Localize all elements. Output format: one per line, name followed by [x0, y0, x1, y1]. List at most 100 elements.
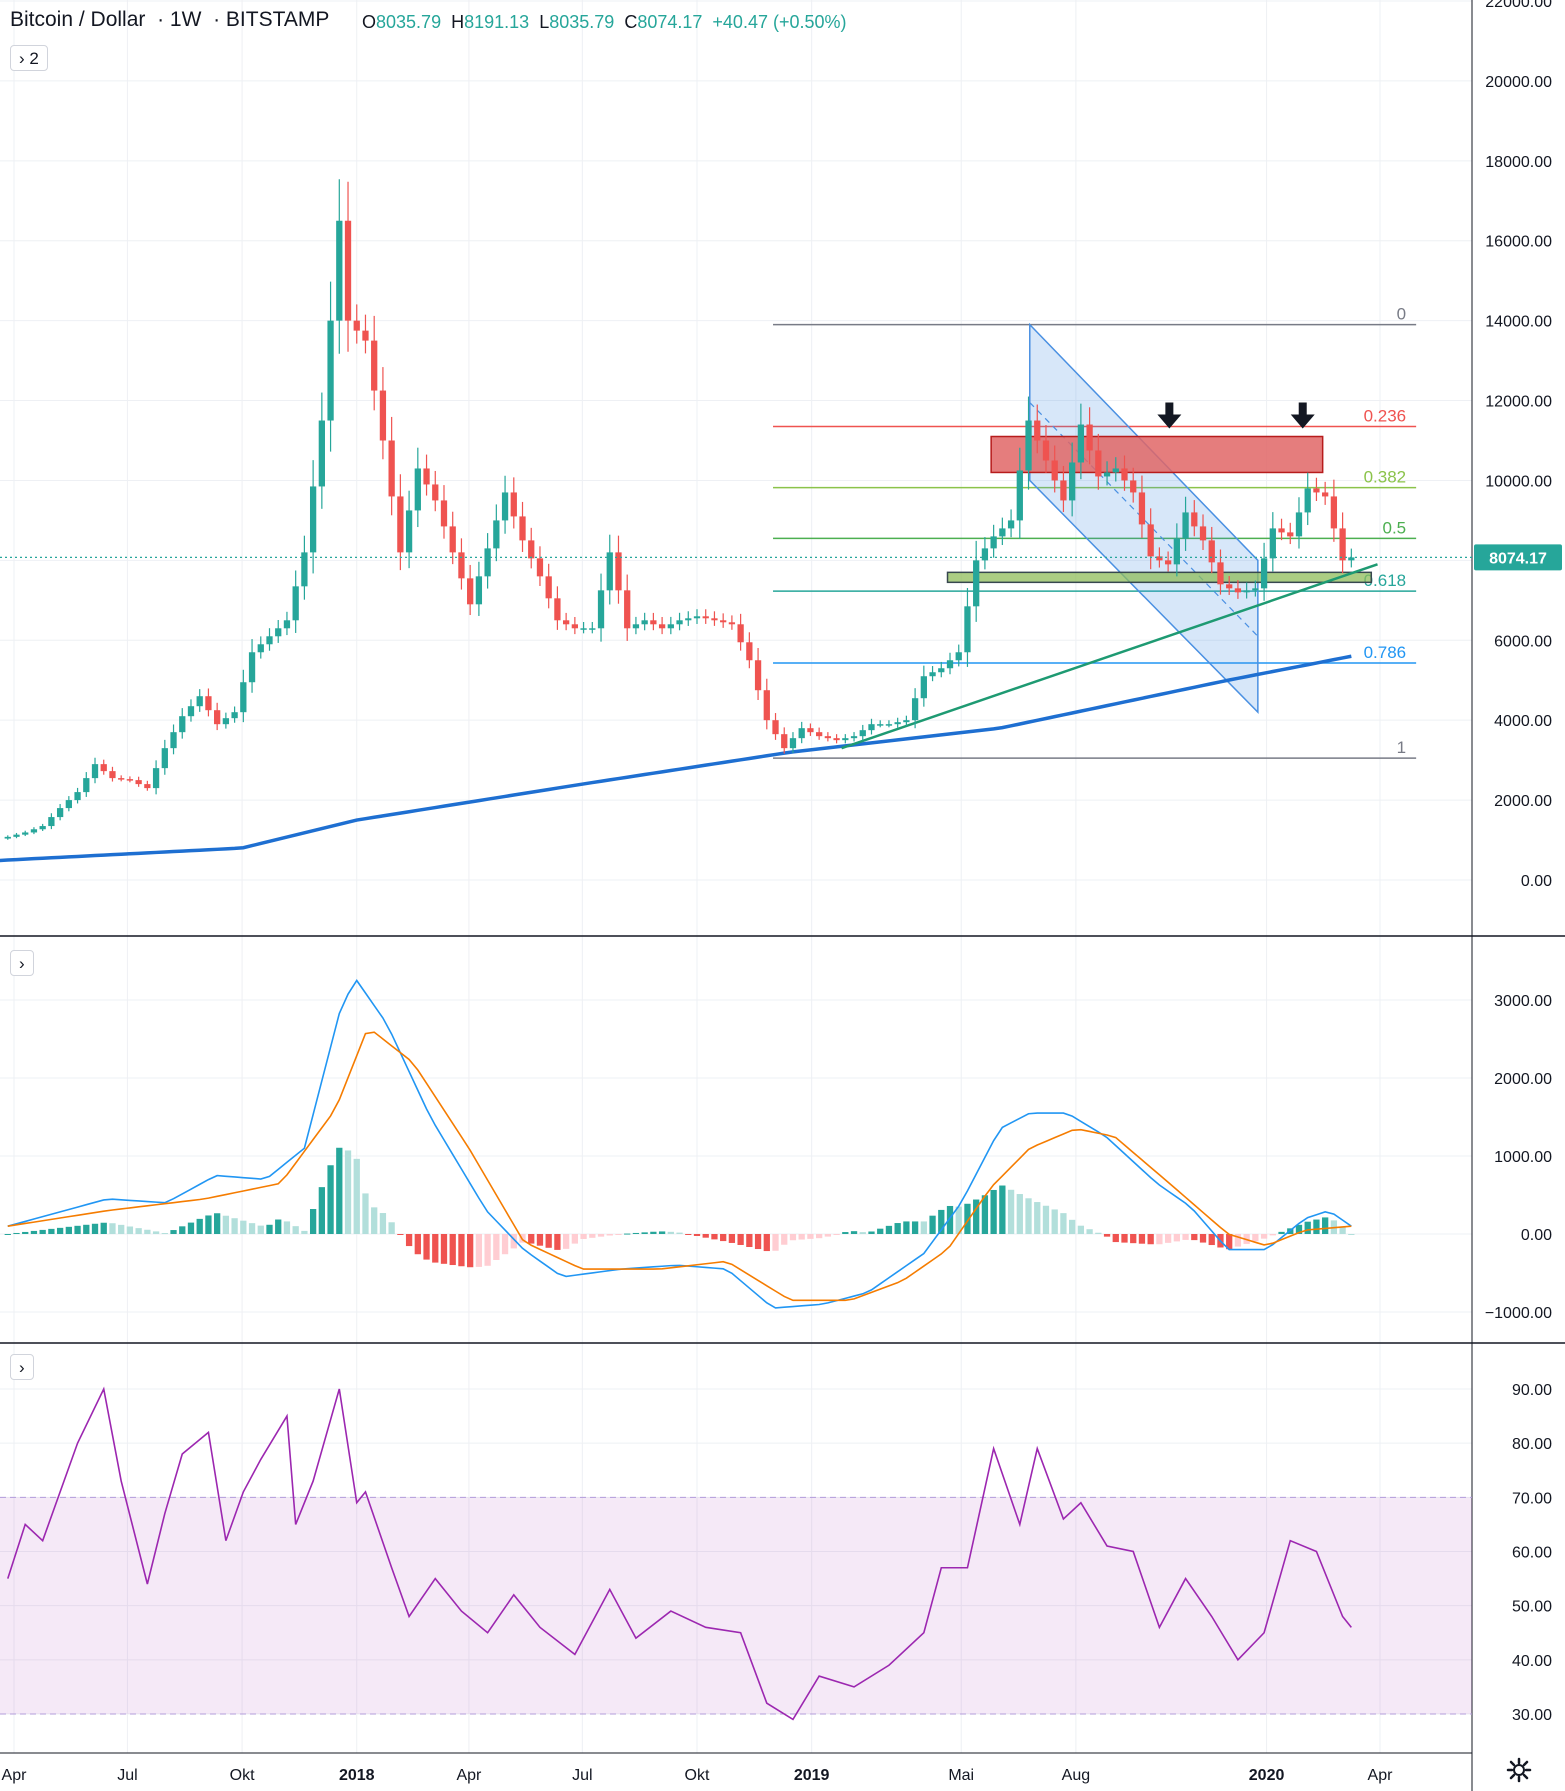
candle-body [859, 730, 866, 737]
candle-body [650, 620, 657, 625]
rsi-band [0, 1497, 1472, 1714]
macd-histogram-bar [746, 1234, 753, 1248]
macd-histogram-bar [1339, 1227, 1346, 1234]
macd-histogram-bar [318, 1187, 325, 1234]
gear-icon[interactable] [1506, 1757, 1532, 1783]
candle-body [1278, 528, 1285, 533]
candle-body [74, 792, 81, 801]
candle-body [152, 768, 160, 789]
candle-body [397, 496, 404, 553]
macd-histogram-bar [1278, 1231, 1285, 1234]
macd-histogram-bar [440, 1234, 448, 1264]
macd-histogram-bar [964, 1203, 971, 1234]
rsi-axis-tick-label: 90.00 [1512, 1382, 1552, 1399]
interval-label[interactable]: · 1W [151, 8, 202, 31]
macd-histogram-bar [1182, 1234, 1189, 1240]
candle-body [1243, 590, 1250, 593]
candle-body [615, 552, 622, 591]
macd-histogram-bar [240, 1220, 247, 1234]
rsi-pane-toggle-button[interactable]: › [10, 1354, 34, 1380]
rsi-axis-tick-label: 80.00 [1512, 1436, 1552, 1453]
macd-histogram-bar [1208, 1234, 1215, 1246]
symbol-header: Bitcoin / Dollar · 1W · BITSTAMP [10, 8, 329, 32]
time-axis-tick-label: Jul [117, 1767, 137, 1784]
symbol-name: Bitcoin / Dollar [10, 8, 146, 31]
macd-histogram-bar [222, 1215, 230, 1234]
macd-histogram-bar [56, 1227, 64, 1234]
candle-body [1173, 538, 1180, 565]
candle-body [1330, 496, 1338, 529]
macd-histogram-bar [920, 1221, 927, 1234]
macd-histogram-bar [1138, 1234, 1146, 1244]
macd-histogram-bar [1304, 1221, 1311, 1234]
macd-histogram-bar [763, 1234, 770, 1252]
macd-histogram-bar [842, 1232, 849, 1234]
candle-body [1313, 488, 1320, 493]
moving-average-line [0, 654, 1352, 863]
candle-body [1295, 512, 1303, 537]
macd-pane-toggle-button[interactable]: › [10, 950, 34, 976]
macd-histogram-bar [467, 1234, 474, 1268]
fib-level-label: 0.5 [1383, 518, 1407, 537]
candle-body [100, 764, 107, 772]
candle-body [1069, 462, 1076, 501]
macd-axis-tick-label: 0.00 [1521, 1227, 1552, 1244]
macd-histogram-bar [30, 1230, 38, 1234]
candle-body [589, 628, 596, 630]
macd-histogram-bar [405, 1234, 413, 1247]
macd-histogram-bar [650, 1231, 657, 1234]
macd-axis-tick-label: 3000.00 [1494, 993, 1552, 1010]
indicators-toggle-button[interactable]: › 2 [10, 45, 48, 71]
macd-line [7, 979, 1352, 1309]
macd-histogram-bar [144, 1229, 151, 1234]
candle-body [135, 780, 142, 785]
candle-body [1060, 480, 1067, 501]
macd-histogram-bar [161, 1233, 168, 1235]
candle-body [1260, 558, 1268, 589]
close-value: 8074.17 [637, 12, 703, 32]
candle-body [798, 728, 805, 739]
macd-histogram-bar [1034, 1202, 1041, 1234]
candle-body [850, 736, 858, 739]
candle-body [606, 552, 613, 591]
macd-histogram-bar [1191, 1234, 1198, 1241]
macd-histogram-bar [1112, 1234, 1119, 1243]
candle-body [1164, 560, 1172, 565]
candle-body [693, 616, 701, 619]
candle-body [1095, 450, 1102, 477]
candle-body [624, 590, 631, 629]
candle-body [571, 624, 578, 629]
candle-body [161, 748, 168, 769]
candle-body [1208, 540, 1215, 563]
macd-histogram-bar [903, 1221, 910, 1234]
candle-body [833, 738, 840, 741]
macd-histogram-bar [309, 1209, 317, 1234]
macd-histogram-bar [344, 1150, 352, 1234]
macd-pane: 3000.00 2000.00 1000.00 0.00 −1000.00 [4, 979, 1552, 1322]
macd-histogram-bar [990, 1189, 997, 1234]
candle-body [458, 552, 465, 579]
price-axis-tick-label: 16000.00 [1485, 234, 1552, 251]
macd-histogram-bar [39, 1229, 46, 1234]
macd-histogram-bar [885, 1225, 893, 1234]
macd-histogram-bar [1260, 1234, 1268, 1239]
macd-histogram-bar [632, 1232, 640, 1234]
macd-histogram-bar [1199, 1234, 1207, 1243]
macd-histogram-bar [1042, 1205, 1050, 1234]
candle-body [597, 590, 605, 629]
candle-body [423, 468, 430, 485]
support-zone [946, 571, 1373, 584]
candle-body [301, 552, 308, 587]
macd-histogram-bar [484, 1234, 491, 1266]
candle-body [1234, 588, 1242, 593]
macd-histogram-bar [641, 1232, 648, 1234]
macd-histogram-bar [1164, 1234, 1172, 1243]
macd-histogram-bar [22, 1231, 29, 1234]
candle-body [842, 738, 849, 741]
macd-histogram-bar [371, 1207, 378, 1234]
macd-histogram-bar [449, 1234, 456, 1266]
candle-body [379, 390, 387, 441]
candle-body [702, 616, 709, 619]
low-value: 8035.79 [549, 12, 615, 32]
